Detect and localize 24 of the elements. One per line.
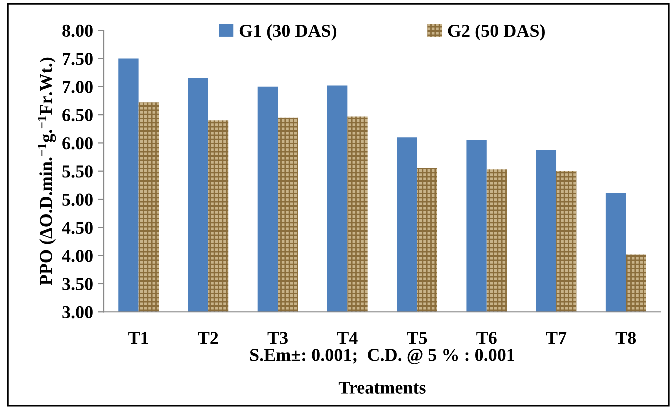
x-tick-label: T7 <box>546 332 567 344</box>
y-tick-label: 7.50 <box>63 53 93 66</box>
x-tick-label: T1 <box>128 332 148 344</box>
y-tick-label: 3.50 <box>62 278 93 290</box>
y-tick-label: 6.00 <box>62 137 93 150</box>
y-tick-label: 5.50 <box>62 166 93 178</box>
legend-label: G2 (50 DAS) <box>448 24 545 41</box>
x-tick-label: T3 <box>268 332 288 344</box>
legend-label: G1 (30 DAS) <box>240 24 337 41</box>
y-axis-title: PPO (ΔO.D.min.$^{−1}$g.$^{−1}$Fr.Wt.) <box>38 58 56 286</box>
y-tick-label: 7.00 <box>63 81 93 94</box>
x-tick-label: T8 <box>616 332 636 344</box>
x-tick-label: T6 <box>476 332 497 344</box>
y-tick-label: 5.00 <box>62 194 93 206</box>
x-tick-label: T4 <box>337 332 358 344</box>
x-tick-label: T5 <box>407 332 428 344</box>
y-tick-label: 4.00 <box>62 250 93 262</box>
x-axis-title: Treatments <box>338 382 426 394</box>
x-tick-label: T2 <box>198 332 218 344</box>
y-tick-label: 6.50 <box>62 109 93 122</box>
y-tick-label: 4.50 <box>62 222 93 234</box>
y-tick-label: 8.00 <box>62 24 93 38</box>
text: S.Em±: 0.001; C.D. @ 5 % : 0.001 <box>250 349 515 365</box>
y-tick-label: 3.00 <box>62 306 93 319</box>
